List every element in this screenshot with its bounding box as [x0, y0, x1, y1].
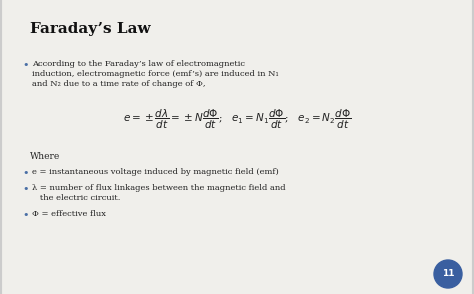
Text: •: • [22, 168, 28, 178]
Circle shape [434, 260, 462, 288]
Text: •: • [22, 184, 28, 194]
Text: λ = number of flux linkages between the magnetic field and: λ = number of flux linkages between the … [32, 184, 286, 192]
Text: Φ = effective flux: Φ = effective flux [32, 210, 106, 218]
Text: •: • [22, 60, 28, 70]
Text: the electric circuit.: the electric circuit. [32, 194, 120, 202]
Text: Where: Where [30, 152, 60, 161]
Text: 11: 11 [442, 270, 454, 278]
Text: and N₂ due to a time rate of change of Φ,: and N₂ due to a time rate of change of Φ… [32, 80, 206, 88]
Text: •: • [22, 210, 28, 220]
Text: induction, electromagnetic force (emf’s) are induced in N₁: induction, electromagnetic force (emf’s)… [32, 70, 279, 78]
Text: e = instantaneous voltage induced by magnetic field (emf): e = instantaneous voltage induced by mag… [32, 168, 279, 176]
Text: $e = \pm\dfrac{d\lambda}{dt} = \pm N\dfrac{d\Phi}{dt}$;   $e_1 = N_1\dfrac{d\Phi: $e = \pm\dfrac{d\lambda}{dt} = \pm N\dfr… [123, 108, 351, 131]
Text: Faraday’s Law: Faraday’s Law [30, 22, 151, 36]
Text: According to the Faraday’s law of electromagnetic: According to the Faraday’s law of electr… [32, 60, 245, 68]
